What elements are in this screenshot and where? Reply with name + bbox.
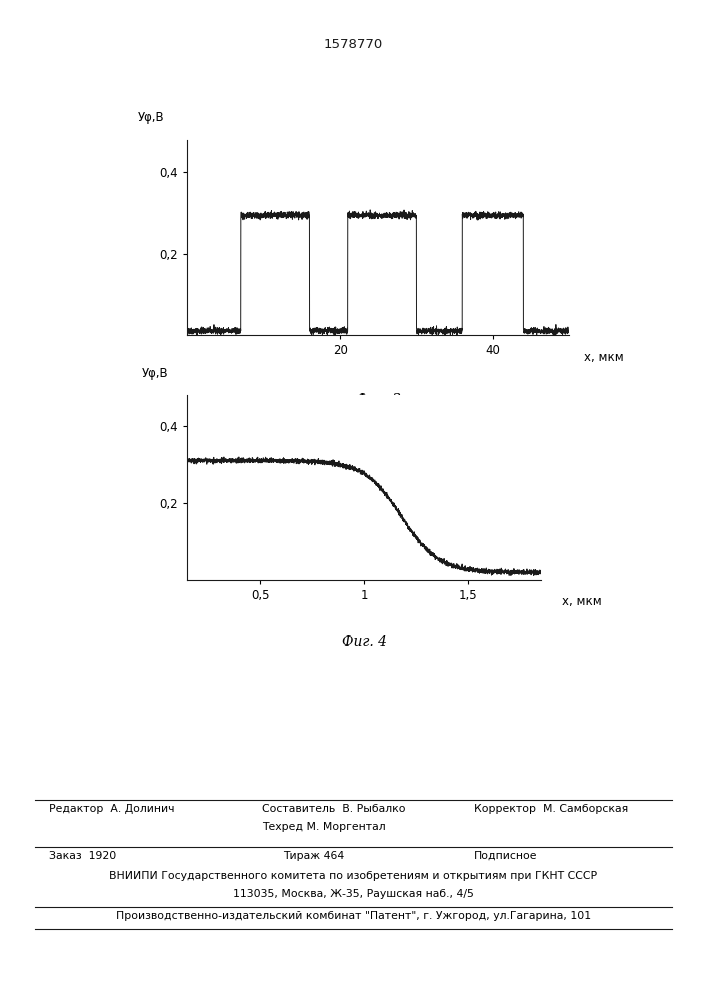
Text: Подписное: Подписное: [474, 851, 537, 861]
Text: Заказ  1920: Заказ 1920: [49, 851, 117, 861]
Text: Техред М. Моргентал: Техред М. Моргентал: [262, 822, 385, 832]
Text: ВНИИПИ Государственного комитета по изобретениям и открытиям при ГКНТ СССР: ВНИИПИ Государственного комитета по изоб…: [110, 871, 597, 881]
Text: Тираж 464: Тираж 464: [283, 851, 344, 861]
Text: Редактор  А. Долинич: Редактор А. Долинич: [49, 804, 175, 814]
Text: Составитель  В. Рыбалко: Составитель В. Рыбалко: [262, 804, 405, 814]
Text: Уφ,В: Уφ,В: [141, 367, 168, 380]
Text: 113035, Москва, Ж-35, Раушская наб., 4/5: 113035, Москва, Ж-35, Раушская наб., 4/5: [233, 889, 474, 899]
Text: 1578770: 1578770: [324, 38, 383, 51]
Text: x, мкм: x, мкм: [585, 351, 624, 364]
Text: Фиг. 3: Фиг. 3: [356, 393, 401, 408]
Text: Уφ,В: Уφ,В: [138, 111, 164, 124]
Text: Производственно-издательский комбинат "Патент", г. Ужгород, ул.Гагарина, 101: Производственно-издательский комбинат "П…: [116, 911, 591, 921]
Text: Фиг. 4: Фиг. 4: [341, 636, 387, 650]
Text: x, мкм: x, мкм: [562, 595, 602, 608]
Text: Корректор  М. Самборская: Корректор М. Самборская: [474, 804, 628, 814]
